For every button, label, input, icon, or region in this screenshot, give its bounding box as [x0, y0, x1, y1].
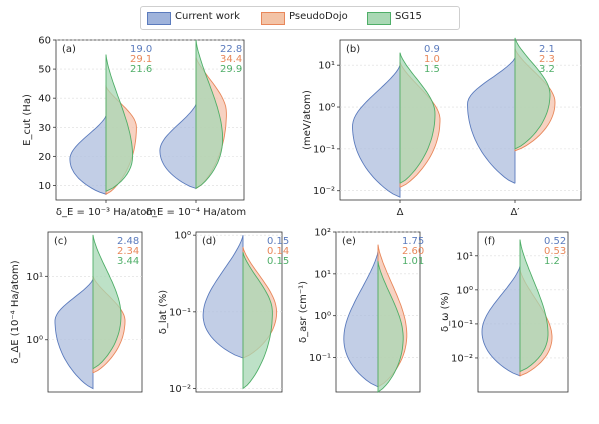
violin-current	[352, 65, 401, 198]
stat-label-pseudodojo: 0.53	[544, 246, 566, 257]
y-tick-label: 60	[38, 36, 51, 47]
legend: Current work PseudoDojo SG15	[140, 6, 460, 30]
legend-label-pseudodojo: PseudoDojo	[289, 11, 348, 22]
y-axis-label: δ_ω (%)	[440, 292, 451, 332]
stat-label-pseudodojo: 0.14	[267, 246, 289, 257]
x-tick-label: Δ′	[510, 207, 520, 218]
stat-label-pseudodojo: 2.3	[539, 54, 555, 65]
stat-label-sg15: 3.44	[117, 256, 139, 267]
stat-label-sg15: 1.2	[544, 256, 560, 267]
x-tick-label: Δ	[397, 207, 404, 218]
stat-label-current: 0.9	[424, 44, 440, 55]
panel-label: (c)	[54, 236, 67, 247]
stat-label-current: 2.1	[539, 44, 555, 55]
stat-label-current: 0.52	[544, 236, 566, 247]
violin-sg15	[105, 54, 134, 193]
y-tick-label: 10⁻²	[313, 186, 335, 197]
stat-label-sg15: 0.15	[267, 256, 289, 267]
violin-current	[159, 103, 197, 190]
stat-label-sg15: 1.01	[402, 256, 424, 267]
panel-frame	[339, 39, 582, 201]
violin-sg15	[195, 39, 224, 190]
y-axis-label: δ_lat (%)	[158, 290, 169, 335]
stat-label-current: 2.48	[117, 236, 139, 247]
y-tick-label: 50	[38, 65, 51, 76]
y-tick-label: 10¹	[314, 269, 331, 280]
panel-frame	[477, 231, 569, 393]
panel-label: (a)	[62, 44, 76, 55]
violin-current	[343, 251, 379, 388]
y-tick-label: 10⁻¹	[309, 353, 331, 364]
stat-label-sg15: 21.6	[130, 64, 152, 75]
stat-label-current: 19.0	[130, 44, 152, 55]
y-tick-label: 10²	[314, 228, 331, 239]
stat-label-pseudodojo: 34.4	[220, 54, 242, 65]
y-tick-label: 10¹	[318, 61, 335, 72]
panel-label: (b)	[346, 44, 360, 55]
stat-label-current: 0.15	[267, 236, 289, 247]
y-tick-label: 10⁰	[26, 335, 43, 346]
violin-current	[481, 265, 521, 377]
violin-current	[202, 235, 244, 359]
y-tick-label: 10⁻¹	[313, 144, 335, 155]
y-tick-label: 10¹	[456, 251, 473, 262]
legend-label-sg15: SG15	[395, 11, 422, 22]
panel-label: (d)	[202, 236, 216, 247]
y-tick-label: 10⁰	[318, 103, 335, 114]
violin-sg15	[519, 239, 549, 373]
violin-sg15	[377, 261, 404, 393]
y-tick-label: 10⁰	[314, 311, 331, 322]
y-tick-label: 10⁻¹	[169, 307, 191, 318]
y-axis-label: (meV/atom)	[302, 90, 313, 150]
y-tick-label: 20	[38, 152, 51, 163]
violin-current	[69, 115, 107, 195]
y-tick-label: 10⁻²	[451, 353, 473, 364]
violin-sg15	[514, 37, 551, 150]
violin-current	[467, 56, 516, 184]
stat-label-current: 22.8	[220, 44, 242, 55]
y-tick-label: 10	[38, 181, 51, 192]
y-tick-label: 10⁻²	[169, 384, 191, 395]
y-tick-label: 10⁻¹	[451, 319, 473, 330]
legend-swatch-current	[147, 12, 171, 25]
legend-label-current: Current work	[175, 11, 240, 22]
x-tick-label: δ_E = 10⁻³ Ha/atom	[56, 207, 156, 218]
panel-frame	[47, 231, 143, 393]
stat-label-pseudodojo: 2.60	[402, 246, 424, 257]
y-tick-label: 30	[38, 123, 51, 134]
y-tick-label: 10⁰	[456, 285, 473, 296]
stat-label-pseudodojo: 29.1	[130, 54, 152, 65]
violin-sg15	[399, 52, 436, 184]
violin-sg15	[92, 234, 122, 370]
stat-label-sg15: 3.2	[539, 64, 555, 75]
stat-label-sg15: 1.5	[424, 64, 440, 75]
y-axis-label: δ_ΔE (10⁻⁴ Ha/atom)	[10, 260, 21, 363]
stat-label-current: 1.75	[402, 236, 424, 247]
x-tick-label: δ_E = 10⁻⁴ Ha/atom	[146, 207, 246, 218]
legend-swatch-sg15	[367, 12, 391, 25]
stat-label-sg15: 29.9	[220, 64, 242, 75]
y-tick-label: 10⁰	[174, 231, 191, 242]
violin-sg15	[242, 252, 273, 390]
panel-label: (e)	[342, 236, 356, 247]
y-tick-label: 10¹	[26, 272, 43, 283]
stat-label-pseudodojo: 2.34	[117, 246, 139, 257]
legend-swatch-pseudodojo	[261, 12, 285, 25]
y-tick-label: 40	[38, 94, 51, 105]
y-axis-label: E_cut (Ha)	[22, 94, 33, 146]
panel-label: (f)	[484, 236, 495, 247]
y-axis-label: δ_asr (cm⁻¹)	[298, 281, 309, 343]
violin-current	[54, 278, 94, 390]
stat-label-pseudodojo: 1.0	[424, 54, 440, 65]
